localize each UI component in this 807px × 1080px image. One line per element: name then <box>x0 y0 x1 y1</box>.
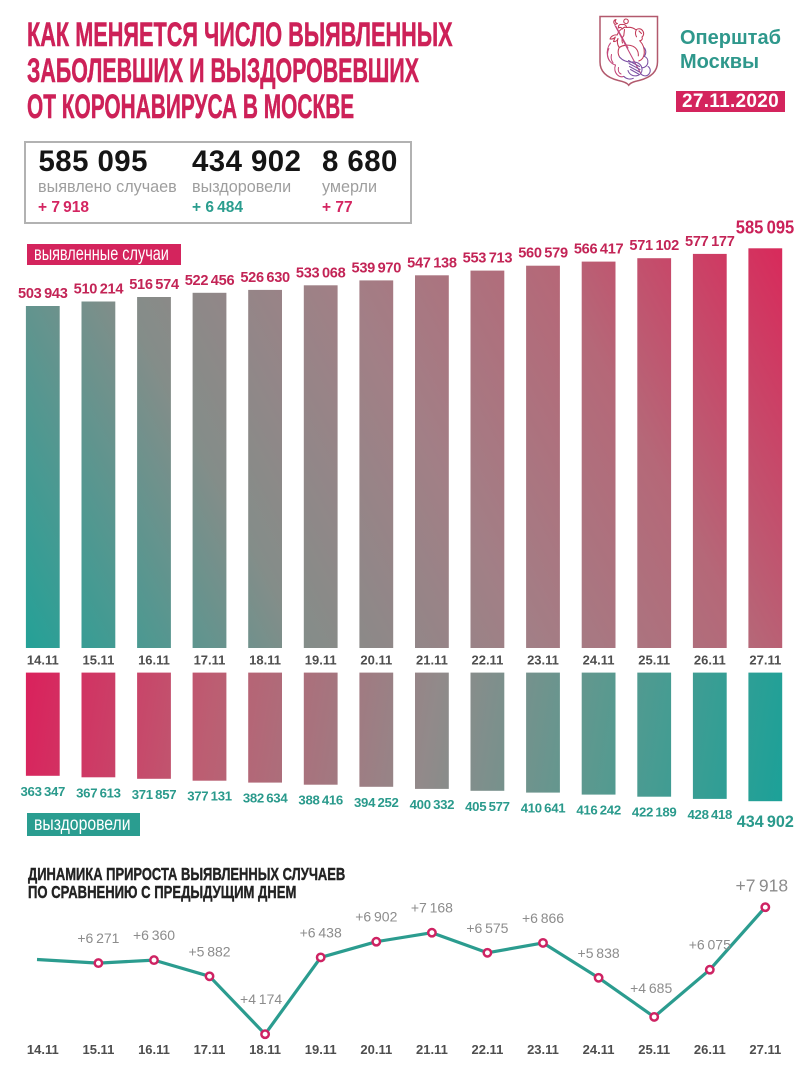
svg-text:26.11: 26.11 <box>694 1042 726 1057</box>
svg-text:526 630: 526 630 <box>240 270 290 286</box>
svg-text:22.11: 22.11 <box>471 653 503 668</box>
svg-text:+6 075: +6 075 <box>689 937 731 953</box>
svg-text:+6 866: +6 866 <box>522 910 564 926</box>
svg-text:22.11: 22.11 <box>471 1042 503 1057</box>
svg-text:371 857: 371 857 <box>132 787 177 802</box>
svg-text:510 214: 510 214 <box>74 282 125 298</box>
svg-text:27.11: 27.11 <box>749 1042 781 1057</box>
svg-text:15.11: 15.11 <box>82 1042 114 1057</box>
svg-text:516 574: 516 574 <box>129 277 180 293</box>
svg-text:15.11: 15.11 <box>82 653 114 668</box>
svg-text:367 613: 367 613 <box>76 785 121 800</box>
svg-text:388 416: 388 416 <box>298 793 343 808</box>
svg-text:428 418: 428 418 <box>688 807 733 822</box>
svg-text:394 252: 394 252 <box>354 795 399 810</box>
svg-text:16.11: 16.11 <box>138 653 170 668</box>
svg-text:410 641: 410 641 <box>521 801 566 816</box>
svg-text:+6 271: +6 271 <box>77 930 119 946</box>
svg-text:585 095: 585 095 <box>736 216 795 237</box>
svg-text:405 577: 405 577 <box>465 799 510 814</box>
svg-text:24.11: 24.11 <box>583 653 615 668</box>
svg-text:+6 575: +6 575 <box>466 920 508 936</box>
svg-text:+4 174: +4 174 <box>240 991 282 1007</box>
svg-text:400 332: 400 332 <box>410 797 455 812</box>
svg-text:571 102: 571 102 <box>629 238 679 254</box>
svg-text:17.11: 17.11 <box>194 653 226 668</box>
svg-text:21.11: 21.11 <box>416 1042 448 1057</box>
svg-text:+7 918: +7 918 <box>735 876 788 896</box>
svg-text:17.11: 17.11 <box>194 1042 226 1057</box>
svg-text:21.11: 21.11 <box>416 653 448 668</box>
svg-text:377 131: 377 131 <box>187 789 232 804</box>
svg-text:25.11: 25.11 <box>638 1042 670 1057</box>
svg-text:20.11: 20.11 <box>360 1042 392 1057</box>
svg-text:566 417: 566 417 <box>574 242 624 258</box>
svg-text:16.11: 16.11 <box>138 1042 170 1057</box>
svg-text:416 242: 416 242 <box>576 803 621 818</box>
svg-text:539 970: 539 970 <box>352 260 402 276</box>
svg-text:+5 838: +5 838 <box>578 945 620 961</box>
svg-text:577 177: 577 177 <box>685 234 735 250</box>
svg-text:18.11: 18.11 <box>249 653 281 668</box>
svg-text:522 456: 522 456 <box>185 273 235 289</box>
svg-text:27.11: 27.11 <box>749 653 781 668</box>
svg-text:553 713: 553 713 <box>463 251 513 267</box>
svg-text:18.11: 18.11 <box>249 1042 281 1057</box>
svg-text:19.11: 19.11 <box>305 653 337 668</box>
svg-text:547 138: 547 138 <box>407 255 457 271</box>
svg-text:23.11: 23.11 <box>527 1042 559 1057</box>
svg-text:25.11: 25.11 <box>638 653 670 668</box>
svg-text:23.11: 23.11 <box>527 653 559 668</box>
svg-text:434 902: 434 902 <box>737 813 794 831</box>
svg-text:+6 360: +6 360 <box>133 927 175 943</box>
svg-text:24.11: 24.11 <box>583 1042 615 1057</box>
svg-text:382 634: 382 634 <box>243 791 289 806</box>
svg-text:20.11: 20.11 <box>360 653 392 668</box>
svg-text:+7 168: +7 168 <box>411 900 453 916</box>
svg-text:560 579: 560 579 <box>518 246 568 262</box>
svg-text:19.11: 19.11 <box>305 1042 337 1057</box>
svg-text:14.11: 14.11 <box>27 653 59 668</box>
svg-text:363 347: 363 347 <box>21 784 66 799</box>
svg-text:14.11: 14.11 <box>27 1042 59 1057</box>
svg-text:+6 902: +6 902 <box>355 909 397 925</box>
svg-text:422 189: 422 189 <box>632 805 677 820</box>
svg-text:+4 685: +4 685 <box>630 980 672 996</box>
svg-text:+5 882: +5 882 <box>188 943 230 959</box>
svg-text:503 943: 503 943 <box>18 286 68 302</box>
svg-text:533 068: 533 068 <box>296 265 346 281</box>
svg-text:26.11: 26.11 <box>694 653 726 668</box>
svg-text:+6 438: +6 438 <box>300 924 342 940</box>
